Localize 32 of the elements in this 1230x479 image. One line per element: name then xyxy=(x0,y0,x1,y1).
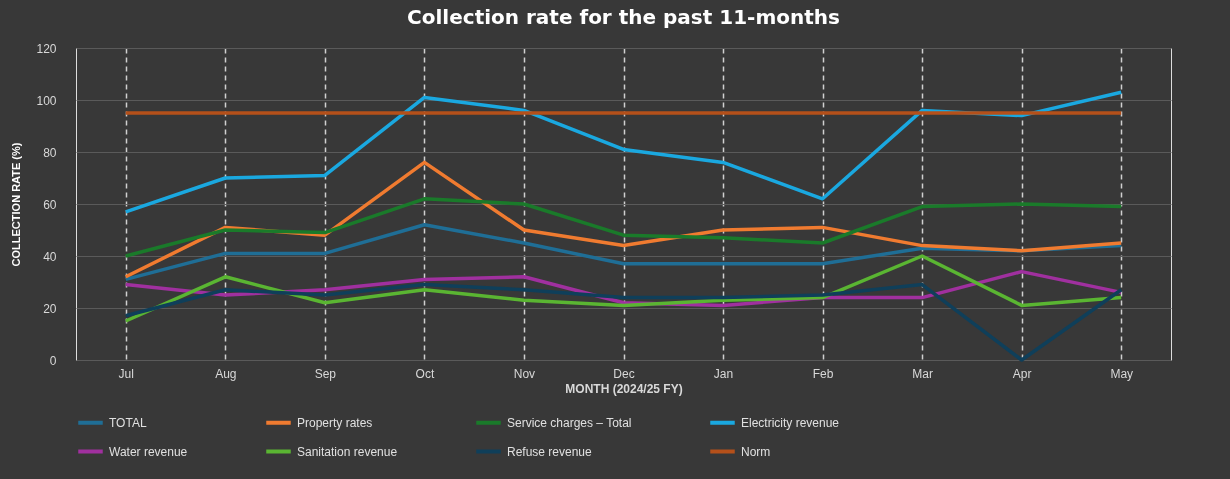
legend-label: Norm xyxy=(741,444,771,459)
line-series xyxy=(124,197,1123,258)
x-tick-label: Feb xyxy=(812,366,834,381)
x-tick-label: Aug xyxy=(215,366,237,381)
x-tick-label: Nov xyxy=(513,366,536,381)
line-series xyxy=(124,282,1123,362)
line-series xyxy=(124,254,1123,323)
y-tick-label: 0 xyxy=(49,353,57,368)
legend-label: Water revenue xyxy=(109,444,188,459)
y-axis-title: COLLECTION RATE (%) xyxy=(10,142,23,267)
x-tick-label: Jul xyxy=(118,366,134,381)
legend-label: TOTAL xyxy=(109,415,147,430)
y-tick-label: 120 xyxy=(36,41,57,56)
x-tick-label: May xyxy=(1110,366,1134,381)
x-axis-title: MONTH (2024/25 FY) xyxy=(565,381,683,396)
legend-label: Sanitation revenue xyxy=(297,444,398,459)
y-tick-label: 20 xyxy=(43,301,57,316)
legend-label: Electricity revenue xyxy=(741,415,840,430)
y-tick-label: 40 xyxy=(43,249,57,264)
y-tick-label: 80 xyxy=(43,145,57,160)
y-tick-label: 60 xyxy=(43,197,57,212)
legend-label: Service charges – Total xyxy=(507,415,632,430)
legend-label: Property rates xyxy=(297,415,373,430)
x-tick-label: Oct xyxy=(415,366,435,381)
y-tick-label: 100 xyxy=(36,93,57,108)
x-tick-label: Jan xyxy=(713,366,734,381)
x-tick-label: Sep xyxy=(314,366,337,381)
legend-label: Refuse revenue xyxy=(507,444,593,459)
x-tick-label: Dec xyxy=(613,366,635,381)
x-tick-label: Apr xyxy=(1012,366,1032,381)
chart-title: Collection rate for the past 11-months xyxy=(407,5,840,29)
x-tick-label: Mar xyxy=(912,366,933,381)
